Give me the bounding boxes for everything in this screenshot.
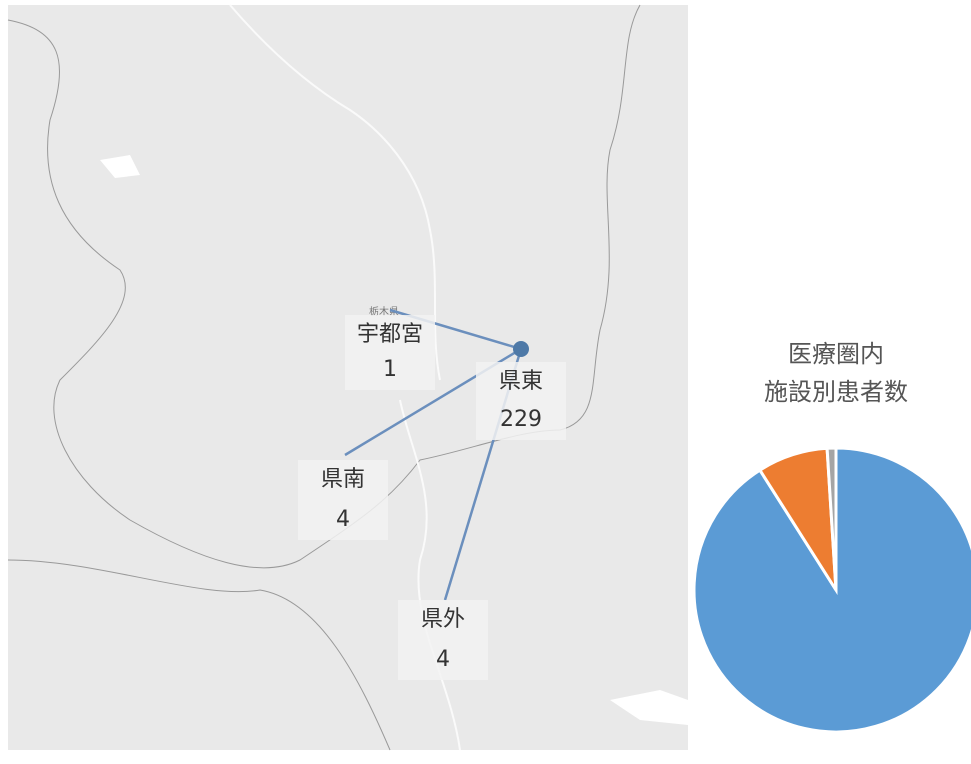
node-value: 4 — [436, 647, 450, 672]
node-label: 宇都宮 — [357, 322, 423, 347]
node-label: 県外 — [421, 607, 465, 632]
node-label: 県南 — [321, 467, 365, 492]
pie-chart: 医療圏内 施設別患者数 — [694, 340, 971, 732]
node-value: 4 — [336, 507, 350, 532]
node-value: 229 — [500, 407, 542, 432]
hub-marker — [513, 341, 529, 357]
node-label: 県東 — [499, 369, 543, 394]
node-value: 1 — [383, 357, 397, 382]
page: 栃木県 宇都宮1県南4県外4県東229 医療圏内 施設別患者数 — [0, 0, 971, 760]
chart-title: 施設別患者数 — [764, 378, 908, 406]
chart-title: 医療圏内 — [788, 340, 884, 368]
